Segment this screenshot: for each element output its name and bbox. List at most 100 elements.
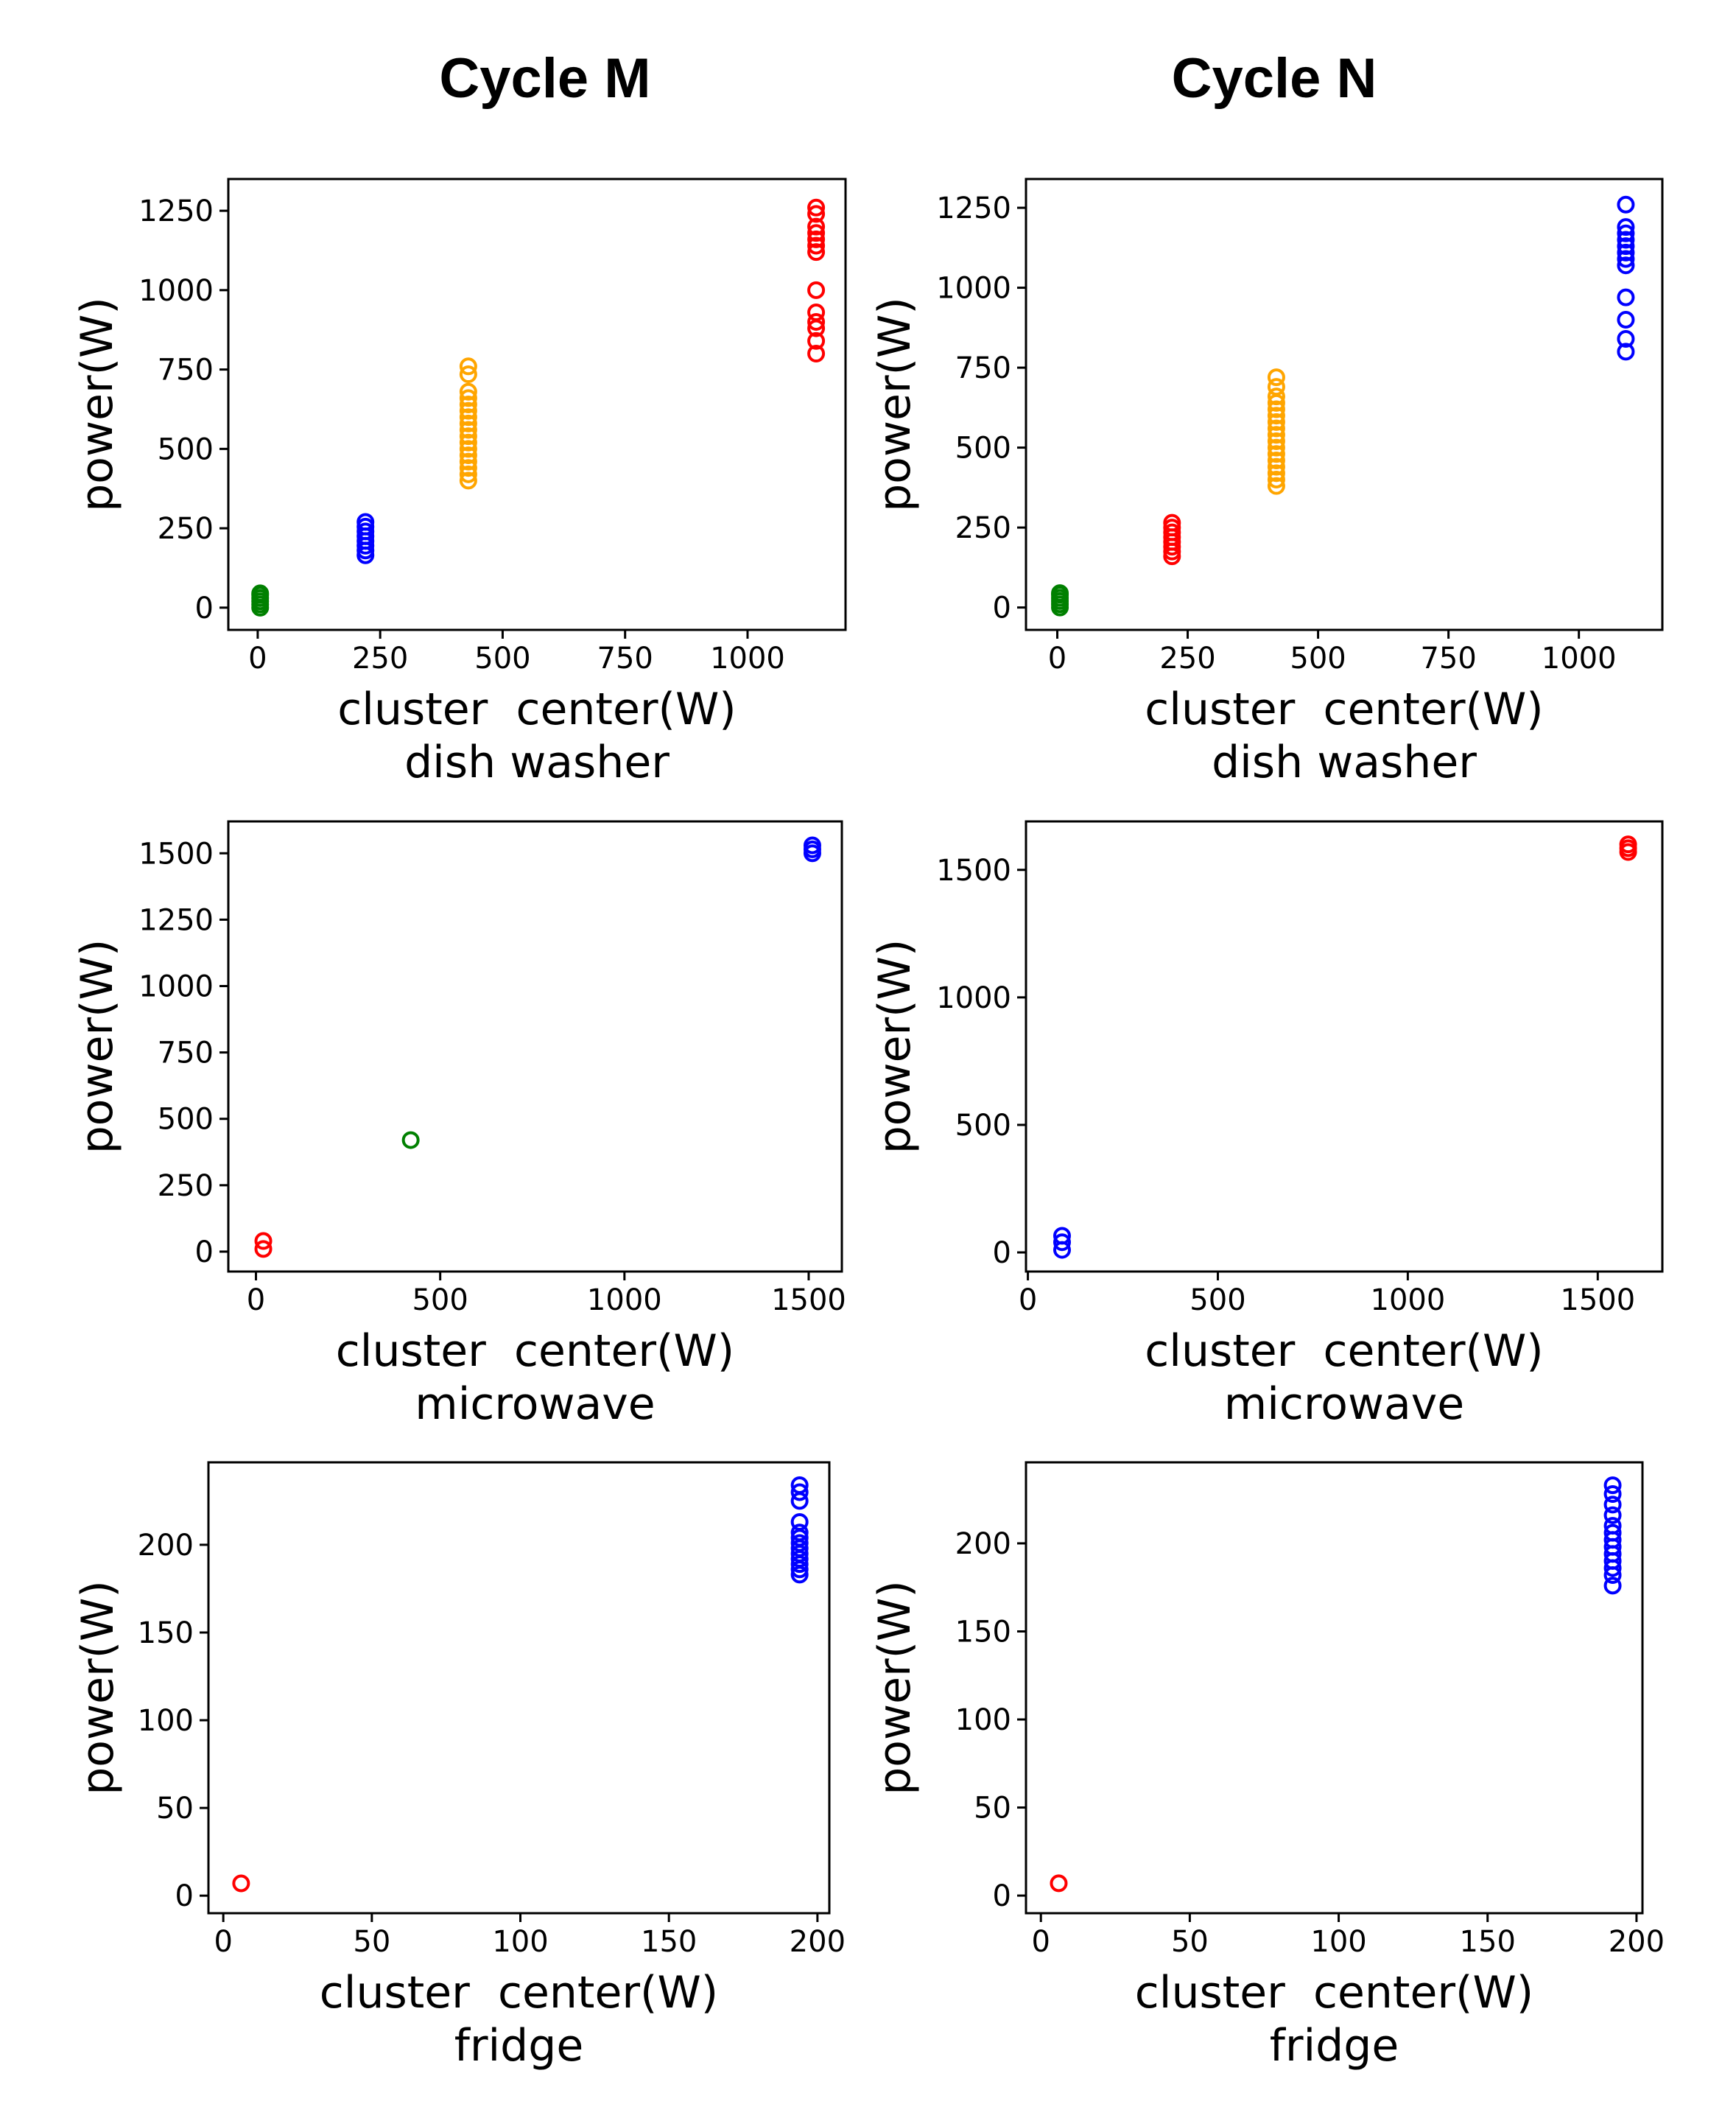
- data-point: [1267, 457, 1285, 476]
- y-axis-label: power(W): [72, 1580, 124, 1795]
- data-point: [1617, 343, 1635, 361]
- x-tick-label: 100: [1310, 1925, 1366, 1959]
- y-axis-label: power(W): [869, 939, 921, 1154]
- series-orange: [1267, 368, 1285, 495]
- x-tick-label: 1500: [771, 1283, 846, 1317]
- data-point: [1617, 231, 1635, 249]
- data-point: [1617, 243, 1635, 262]
- data-point: [1267, 451, 1285, 469]
- series-red: [1163, 513, 1181, 566]
- data-point: [1617, 256, 1635, 275]
- data-point: [251, 584, 270, 603]
- data-point: [1053, 1233, 1072, 1252]
- series-green: [1051, 584, 1069, 617]
- data-point: [1617, 330, 1635, 348]
- x-tick-label: 500: [1290, 642, 1346, 676]
- data-point: [1619, 835, 1637, 854]
- data-point: [459, 465, 477, 483]
- data-point: [1267, 368, 1285, 387]
- x-tick-label: 500: [1189, 1283, 1245, 1317]
- series-orange: [459, 357, 477, 490]
- y-tick-label: 0: [993, 592, 1011, 625]
- x-tick-label: 1500: [1560, 1283, 1635, 1317]
- data-point: [1603, 1506, 1622, 1524]
- x-tick-label: 0: [248, 642, 267, 676]
- y-tick-label: 100: [955, 1703, 1011, 1737]
- data-point: [459, 433, 477, 452]
- series-blue: [1053, 1227, 1072, 1259]
- data-point: [459, 440, 477, 458]
- y-tick-label: 250: [955, 511, 1011, 545]
- x-axis-label: cluster center(W): [1145, 684, 1543, 735]
- y-tick-label: 500: [158, 1103, 214, 1137]
- data-point: [459, 446, 477, 464]
- data-point: [232, 1874, 250, 1893]
- data-point: [1617, 224, 1635, 242]
- data-point: [401, 1131, 420, 1149]
- data-point: [1603, 1523, 1622, 1542]
- data-point: [790, 1534, 809, 1552]
- y-tick-label: 0: [993, 1236, 1011, 1270]
- y-tick-label: 750: [955, 351, 1011, 385]
- y-tick-label: 100: [138, 1704, 194, 1738]
- data-point: [459, 452, 477, 471]
- data-point: [459, 389, 477, 407]
- data-point: [1617, 195, 1635, 214]
- chart-panel: 0 250 500 750 1000 0 250 500 750 1000 1250 cluster …: [869, 178, 1664, 788]
- data-point: [1267, 388, 1285, 406]
- x-tick-label: 750: [597, 642, 653, 676]
- series-blue: [790, 1476, 809, 1584]
- data-point: [790, 1476, 809, 1494]
- x-tick-label: 0: [247, 1283, 265, 1317]
- plot-frame: [1025, 820, 1664, 1273]
- series-red: [807, 198, 826, 363]
- series-red: [1050, 1874, 1068, 1893]
- data-point: [459, 421, 477, 439]
- data-point: [1267, 432, 1285, 450]
- y-tick-label: 500: [955, 1109, 1011, 1143]
- x-tick-label: 250: [1159, 642, 1215, 676]
- series-red: [254, 1232, 273, 1258]
- x-tick-label: 1000: [1371, 1283, 1446, 1317]
- data-point: [1053, 1227, 1072, 1245]
- data-point: [1617, 237, 1635, 256]
- column-title-cycle-m: Cycle M: [439, 47, 650, 110]
- data-point: [807, 243, 826, 262]
- x-tick-label: 100: [492, 1925, 548, 1959]
- y-axis-label: power(W): [869, 297, 921, 512]
- data-point: [1267, 426, 1285, 444]
- column-title-cycle-n: Cycle N: [1172, 47, 1377, 110]
- y-axis-label: power(W): [71, 297, 123, 512]
- data-point: [459, 459, 477, 477]
- data-point: [1603, 1577, 1622, 1595]
- data-point: [1617, 288, 1635, 306]
- data-point: [790, 1512, 809, 1531]
- series-green: [251, 584, 270, 617]
- y-tick-label: 0: [175, 1879, 194, 1913]
- data-point: [1617, 310, 1635, 329]
- chart-panel: 0 500 1000 1500 0 250 500 750 1000 1250 1500 cluste…: [71, 820, 846, 1430]
- y-tick-label: 1250: [138, 903, 214, 937]
- y-tick-label: 1500: [138, 837, 214, 871]
- y-tick-label: 50: [974, 1792, 1011, 1826]
- data-point: [1617, 250, 1635, 268]
- data-point: [254, 1232, 273, 1250]
- y-axis-label: power(W): [71, 939, 123, 1154]
- x-tick-label: 0: [1019, 1283, 1037, 1317]
- chart-panel: 0 50 100 150 200 0 50 100 150 200 cluster center(W…: [72, 1461, 846, 2072]
- x-axis-label: cluster center(W): [337, 684, 736, 735]
- chart-grid: 0 250 500 750 1000025050075010001250cluster …: [71, 178, 1665, 2072]
- data-point: [1267, 419, 1285, 438]
- y-tick-label: 500: [158, 432, 214, 466]
- y-tick-label: 500: [955, 432, 1011, 466]
- data-point: [807, 304, 826, 322]
- y-tick-label: 200: [138, 1529, 194, 1563]
- data-point: [807, 312, 826, 331]
- data-point: [254, 1240, 273, 1258]
- data-point: [1603, 1476, 1622, 1495]
- data-point: [459, 382, 477, 401]
- y-tick-label: 1000: [138, 969, 214, 1003]
- data-point: [1267, 400, 1285, 418]
- data-point: [803, 836, 821, 855]
